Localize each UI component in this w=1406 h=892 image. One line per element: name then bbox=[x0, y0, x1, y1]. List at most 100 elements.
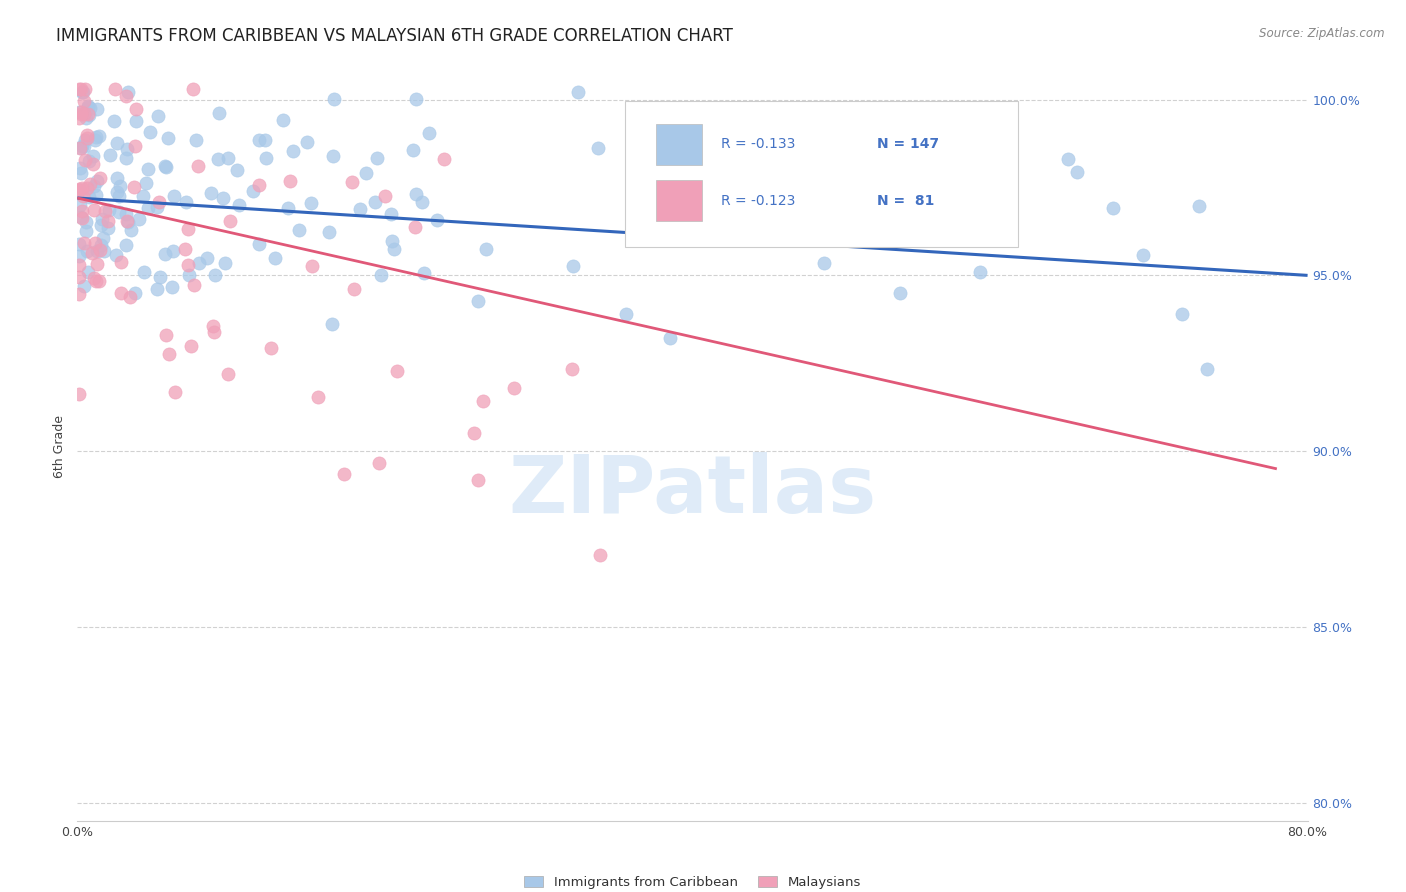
Point bbox=[318, 225, 340, 239]
Point bbox=[75, 112, 97, 126]
Point bbox=[155, 160, 177, 174]
Point bbox=[322, 92, 344, 106]
Point bbox=[343, 282, 366, 296]
Point bbox=[735, 113, 758, 128]
Point bbox=[77, 107, 100, 121]
Point bbox=[380, 206, 402, 220]
Point bbox=[105, 136, 128, 151]
Point bbox=[67, 181, 90, 195]
Point bbox=[93, 203, 115, 218]
Point bbox=[1066, 165, 1088, 179]
Point bbox=[89, 243, 111, 257]
Point bbox=[727, 163, 749, 178]
Point bbox=[75, 215, 97, 229]
Point bbox=[136, 161, 159, 176]
Text: N = 147: N = 147 bbox=[877, 137, 939, 152]
Point bbox=[82, 157, 104, 171]
Point bbox=[301, 260, 323, 274]
Point bbox=[411, 194, 433, 209]
Point bbox=[278, 174, 301, 188]
Point bbox=[77, 265, 100, 279]
Point bbox=[145, 201, 167, 215]
Point bbox=[247, 237, 270, 252]
Point bbox=[114, 89, 136, 103]
Point bbox=[589, 548, 612, 562]
Point bbox=[340, 175, 363, 189]
Point bbox=[207, 152, 229, 166]
Point bbox=[659, 331, 682, 345]
Point bbox=[136, 201, 159, 215]
Point bbox=[561, 362, 583, 376]
Point bbox=[242, 184, 264, 198]
Point bbox=[69, 166, 91, 180]
Point bbox=[254, 151, 277, 165]
Point bbox=[67, 286, 90, 301]
Point bbox=[120, 223, 142, 237]
Point bbox=[1056, 152, 1078, 166]
Point bbox=[73, 279, 96, 293]
Point bbox=[84, 188, 107, 202]
Point bbox=[412, 266, 434, 280]
Point bbox=[201, 318, 224, 333]
Point bbox=[467, 473, 489, 487]
Point bbox=[86, 174, 108, 188]
Point bbox=[117, 215, 139, 229]
Point bbox=[67, 111, 90, 125]
Point bbox=[82, 246, 104, 260]
Point bbox=[475, 242, 498, 256]
Point bbox=[321, 317, 343, 331]
Point bbox=[374, 189, 396, 203]
Point bbox=[643, 189, 665, 203]
Point bbox=[889, 286, 911, 301]
Text: R = -0.123: R = -0.123 bbox=[721, 194, 796, 208]
Point bbox=[70, 204, 93, 219]
Point bbox=[90, 218, 112, 232]
Point bbox=[118, 290, 141, 304]
Point bbox=[70, 86, 93, 100]
Point bbox=[79, 177, 101, 191]
Point bbox=[86, 274, 108, 288]
Point bbox=[70, 141, 93, 155]
Point bbox=[162, 244, 184, 259]
Text: R = -0.133: R = -0.133 bbox=[721, 137, 796, 152]
Point bbox=[69, 141, 91, 155]
Point bbox=[91, 231, 114, 245]
Point bbox=[84, 133, 107, 147]
Point bbox=[83, 235, 105, 250]
Point bbox=[148, 195, 170, 210]
Point bbox=[370, 268, 392, 282]
Point bbox=[132, 189, 155, 203]
Point bbox=[70, 211, 93, 225]
Point bbox=[73, 82, 96, 96]
Point bbox=[72, 94, 94, 108]
Point bbox=[503, 381, 526, 395]
Point bbox=[271, 113, 294, 128]
Y-axis label: 6th Grade: 6th Grade bbox=[52, 415, 66, 477]
Point bbox=[277, 201, 299, 215]
Point bbox=[67, 258, 90, 272]
Point bbox=[76, 131, 98, 145]
Point bbox=[364, 195, 387, 210]
Point bbox=[90, 212, 112, 227]
Point bbox=[463, 425, 485, 440]
Point bbox=[72, 139, 94, 153]
Point bbox=[322, 149, 344, 163]
Point bbox=[77, 100, 100, 114]
Point bbox=[73, 235, 96, 250]
Point bbox=[125, 102, 148, 116]
Point bbox=[333, 467, 356, 482]
Point bbox=[77, 108, 100, 122]
Point bbox=[76, 244, 98, 259]
Point bbox=[208, 105, 231, 120]
Point bbox=[165, 384, 187, 399]
Point bbox=[354, 166, 377, 180]
Point bbox=[254, 133, 277, 147]
Point bbox=[381, 234, 404, 248]
Point bbox=[76, 181, 98, 195]
Point bbox=[110, 285, 132, 300]
Point bbox=[72, 189, 94, 203]
Text: IMMIGRANTS FROM CARIBBEAN VS MALAYSIAN 6TH GRADE CORRELATION CHART: IMMIGRANTS FROM CARIBBEAN VS MALAYSIAN 6… bbox=[56, 27, 733, 45]
Point bbox=[115, 238, 138, 252]
Point bbox=[969, 265, 991, 279]
Point bbox=[1132, 247, 1154, 261]
